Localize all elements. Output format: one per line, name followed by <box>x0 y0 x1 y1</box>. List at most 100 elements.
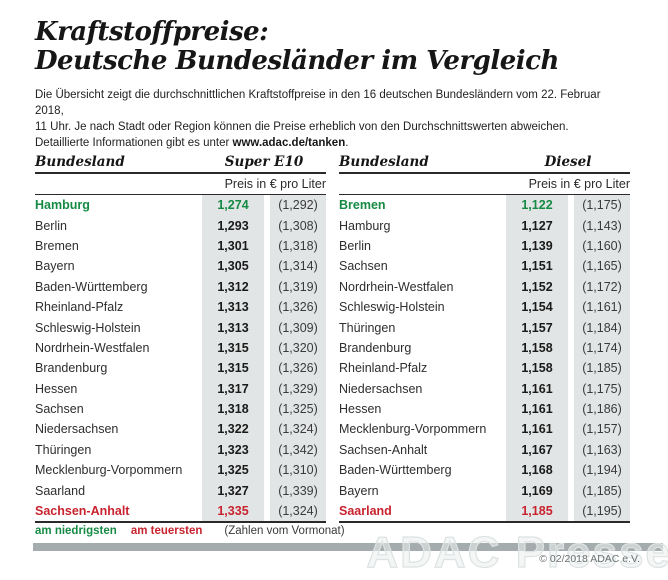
previous-month-price: (1,320) <box>270 337 326 359</box>
table-row: Hessen 1,161 (1,186) <box>339 398 630 420</box>
previous-month-price: (1,342) <box>270 439 326 461</box>
table-row: Rheinland-Pfalz 1,158 (1,185) <box>339 358 630 379</box>
table-row: Berlin 1,293 (1,308) <box>35 215 326 236</box>
bundesland-name: Sachsen <box>339 259 388 274</box>
table-row: Hamburg 1,274 (1,292) <box>35 195 326 216</box>
previous-month-price: (1,143) <box>574 215 630 236</box>
current-price: 1,318 <box>202 398 264 420</box>
current-price: 1,293 <box>202 215 264 236</box>
current-price: 1,152 <box>506 276 568 297</box>
legend: am niedrigsten am teuersten (Zahlen vom … <box>35 525 345 537</box>
current-price: 1,305 <box>202 256 264 277</box>
table-row: Bremen 1,122 (1,175) <box>339 195 630 216</box>
previous-month-price: (1,185) <box>574 358 630 379</box>
bundesland-name: Saarland <box>339 504 392 519</box>
table-row: Hessen 1,317 (1,329) <box>35 378 326 399</box>
current-price: 1,151 <box>506 256 568 277</box>
table-row: Brandenburg 1,158 (1,174) <box>339 337 630 359</box>
previous-month-price: (1,325) <box>270 398 326 420</box>
current-price: 1,317 <box>202 378 264 399</box>
table-row: Sachsen 1,151 (1,165) <box>339 256 630 277</box>
bundesland-name: Thüringen <box>339 320 396 335</box>
intro-text: Die Übersicht zeigt die durchschnittlich… <box>35 87 632 151</box>
bundesland-name: Brandenburg <box>339 340 412 355</box>
current-price: 1,161 <box>506 419 568 440</box>
copyright-text: © 02/2018 ADAC e.V. <box>539 553 640 565</box>
previous-month-price: (1,308) <box>270 215 326 236</box>
previous-month-price: (1,184) <box>574 317 630 338</box>
previous-month-price: (1,172) <box>574 276 630 297</box>
super-e10-table-header: Bundesland Super E10 <box>35 152 326 174</box>
table-row: Bayern 1,305 (1,314) <box>35 256 326 277</box>
title-line-1: Kraftstoffpreise: <box>35 17 269 47</box>
previous-month-price: (1,174) <box>574 337 630 359</box>
super-e10-table: Bundesland Super E10 Preis in € pro Lite… <box>35 152 326 524</box>
previous-month-price: (1,329) <box>270 378 326 399</box>
current-price: 1,185 <box>506 500 568 522</box>
bundesland-name: Sachsen-Anhalt <box>339 442 428 457</box>
table-row: Baden-Württemberg 1,312 (1,319) <box>35 276 326 297</box>
legend-note: (Zahlen vom Vormonat) <box>224 525 345 537</box>
bundesland-name: Bayern <box>35 259 75 274</box>
diesel-rows: Bremen 1,122 (1,175) Hamburg 1,127 (1,143) Ber… <box>339 195 630 524</box>
previous-month-price: (1,195) <box>574 500 630 522</box>
previous-month-price: (1,292) <box>270 195 326 216</box>
bundesland-name: Nordrhein-Westfalen <box>35 340 150 355</box>
table-row: Brandenburg 1,315 (1,326) <box>35 358 326 379</box>
previous-month-price: (1,339) <box>270 480 326 501</box>
diesel-table: Bundesland Diesel Preis in € pro Liter B… <box>339 152 630 524</box>
bundesland-name: Baden-Württemberg <box>339 463 452 478</box>
bundesland-name: Hamburg <box>339 218 391 233</box>
previous-month-price: (1,310) <box>270 460 326 481</box>
previous-month-price: (1,175) <box>574 195 630 216</box>
table-row: Schleswig-Holstein 1,154 (1,161) <box>339 296 630 318</box>
bundesland-name: Thüringen <box>35 442 92 457</box>
current-price: 1,161 <box>506 378 568 399</box>
current-price: 1,315 <box>202 337 264 359</box>
adac-tanken-link[interactable]: www.adac.de/tanken <box>232 137 346 149</box>
bundesland-name: Nordrhein-Westfalen <box>339 279 454 294</box>
current-price: 1,313 <box>202 317 264 338</box>
table-row: Niedersachsen 1,322 (1,324) <box>35 419 326 440</box>
table-row: Sachsen 1,318 (1,325) <box>35 398 326 420</box>
table-row: Mecklenburg-Vorpommern 1,325 (1,310) <box>35 460 326 481</box>
current-price: 1,154 <box>506 296 568 318</box>
current-price: 1,315 <box>202 358 264 379</box>
table-row: Bayern 1,169 (1,185) <box>339 480 630 501</box>
super-e10-rows: Hamburg 1,274 (1,292) Berlin 1,293 (1,308) Bre… <box>35 195 326 524</box>
current-price: 1,158 <box>506 358 568 379</box>
bundesland-name: Brandenburg <box>35 361 108 376</box>
table-row: Sachsen-Anhalt 1,335 (1,324) <box>35 500 326 522</box>
previous-month-price: (1,318) <box>270 235 326 257</box>
bundesland-column-header: Bundesland <box>35 154 125 170</box>
bundesland-name: Mecklenburg-Vorpommern <box>35 463 183 478</box>
previous-month-price: (1,186) <box>574 398 630 420</box>
table-row: Schleswig-Holstein 1,313 (1,309) <box>35 317 326 338</box>
current-price: 1,122 <box>506 195 568 216</box>
intro-line-3: Detaillierte Informationen gibt es unter… <box>35 137 349 149</box>
price-tables: Bundesland Super E10 Preis in € pro Lite… <box>35 152 630 524</box>
table-row: Thüringen 1,157 (1,184) <box>339 317 630 338</box>
previous-month-price: (1,175) <box>574 378 630 399</box>
current-price: 1,157 <box>506 317 568 338</box>
table-row: Nordrhein-Westfalen 1,315 (1,320) <box>35 337 326 359</box>
previous-month-price: (1,326) <box>270 358 326 379</box>
bundesland-name: Schleswig-Holstein <box>339 300 445 315</box>
current-price: 1,313 <box>202 296 264 318</box>
table-row: Saarland 1,185 (1,195) <box>339 500 630 522</box>
current-price: 1,323 <box>202 439 264 461</box>
table-row: Thüringen 1,323 (1,342) <box>35 439 326 461</box>
bundesland-name: Bremen <box>35 238 79 253</box>
bundesland-name: Saarland <box>35 483 86 498</box>
current-price: 1,167 <box>506 439 568 461</box>
legend-highest-label: am teuersten <box>130 525 203 537</box>
table-row: Baden-Württemberg 1,168 (1,194) <box>339 460 630 481</box>
price-unit-header: Preis in € pro Liter <box>339 174 630 195</box>
current-price: 1,158 <box>506 337 568 359</box>
bundesland-name: Bayern <box>339 483 379 498</box>
bundesland-name: Rheinland-Pfalz <box>339 361 428 376</box>
previous-month-price: (1,314) <box>270 256 326 277</box>
previous-month-price: (1,157) <box>574 419 630 440</box>
table-row: Bremen 1,301 (1,318) <box>35 235 326 257</box>
